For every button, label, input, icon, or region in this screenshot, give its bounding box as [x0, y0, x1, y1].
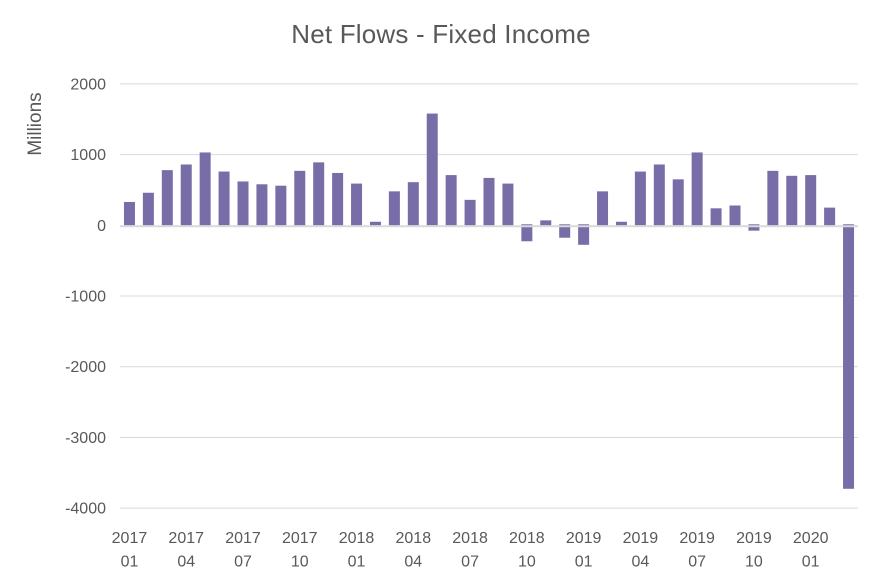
- bar: [597, 191, 609, 226]
- y-tick-label: -4000: [65, 501, 106, 518]
- bar: [180, 164, 192, 226]
- bar: [540, 220, 552, 226]
- bar: [142, 192, 154, 226]
- y-tick-label: 0: [97, 218, 106, 235]
- x-tick-label-month: 01: [575, 554, 593, 571]
- x-tick-label-month: 01: [802, 554, 820, 571]
- x-tick-label-year: 2017: [282, 530, 318, 547]
- bar: [824, 207, 836, 226]
- y-tick-label: 1000: [70, 147, 106, 164]
- bar: [502, 183, 514, 226]
- y-tick-label: -3000: [65, 430, 106, 447]
- x-tick-label-year: 2020: [793, 530, 829, 547]
- x-tick-label-month: 10: [291, 554, 309, 571]
- x-tick-label-year: 2018: [509, 530, 545, 547]
- x-tick-label-year: 2018: [452, 530, 488, 547]
- x-tick-label-year: 2017: [225, 530, 261, 547]
- x-tick-label-month: 07: [234, 554, 252, 571]
- bar: [691, 152, 703, 226]
- bar: [313, 162, 325, 226]
- bar: [464, 199, 476, 226]
- bar: [729, 205, 741, 226]
- bar: [843, 224, 855, 489]
- bar: [294, 170, 306, 226]
- x-tick-label-month: 04: [177, 554, 195, 571]
- bar: [388, 191, 400, 226]
- bar: [786, 175, 798, 226]
- bar: [256, 184, 268, 226]
- bar: [445, 175, 457, 226]
- bar: [369, 221, 381, 226]
- x-tick-label-month: 07: [688, 554, 706, 571]
- bar: [275, 185, 287, 226]
- bar: [237, 181, 249, 226]
- x-tick-label-year: 2017: [112, 530, 148, 547]
- bar: [710, 208, 722, 226]
- bar: [672, 179, 684, 226]
- x-tick-label-year: 2017: [168, 530, 204, 547]
- x-tick-label-month: 04: [631, 554, 649, 571]
- x-tick-label-year: 2019: [736, 530, 772, 547]
- x-tick-label-month: 10: [745, 554, 763, 571]
- x-tick-label-month: 07: [461, 554, 479, 571]
- bar: [578, 224, 590, 245]
- x-tick-label-year: 2019: [566, 530, 602, 547]
- x-tick-label-month: 01: [348, 554, 366, 571]
- x-tick-label-month: 10: [518, 554, 536, 571]
- bar: [615, 221, 627, 226]
- bar: [123, 201, 135, 226]
- x-tick-label-year: 2019: [679, 530, 715, 547]
- bar: [805, 175, 817, 226]
- bar: [218, 171, 230, 226]
- x-tick-label-month: 04: [404, 554, 422, 571]
- bar: [351, 183, 363, 226]
- bar: [653, 164, 665, 226]
- bar: [483, 177, 495, 226]
- y-tick-label: -2000: [65, 359, 106, 376]
- x-tick-label-year: 2019: [623, 530, 659, 547]
- y-tick-label: 2000: [70, 76, 106, 93]
- x-tick-label-month: 01: [121, 554, 139, 571]
- bar: [748, 224, 760, 231]
- bar: [559, 224, 571, 238]
- bar: [332, 172, 344, 226]
- x-tick-label-year: 2018: [396, 530, 432, 547]
- bar: [161, 170, 173, 226]
- chart-title: Net Flows - Fixed Income: [291, 19, 591, 49]
- bar: [767, 170, 779, 226]
- x-tick-label-year: 2018: [339, 530, 375, 547]
- bar: [634, 171, 646, 226]
- y-tick-label: -1000: [65, 289, 106, 306]
- bar: [199, 152, 211, 226]
- bar: [426, 113, 438, 226]
- bar: [407, 182, 419, 226]
- bar: [521, 224, 533, 242]
